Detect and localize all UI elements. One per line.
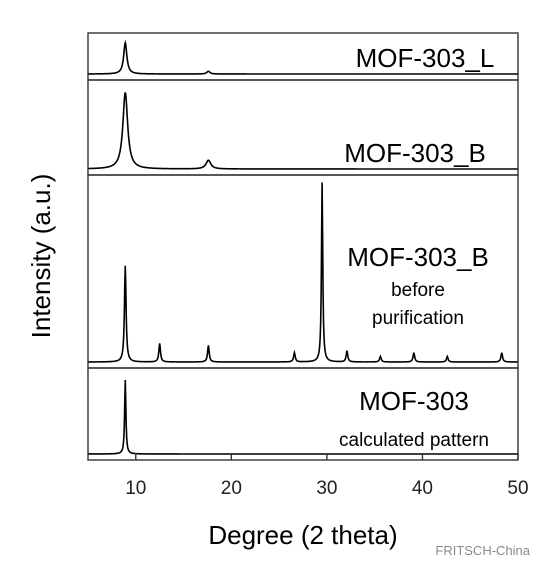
series-label: MOF-303: [359, 386, 469, 416]
panel-frame: [87, 367, 519, 461]
series-sublabel: purification: [372, 308, 464, 329]
panel-1: MOF-303_L: [87, 32, 519, 81]
y-axis-title: Intensity (a.u.): [26, 174, 56, 339]
panel-2: MOF-303_B: [87, 79, 519, 176]
x-tick-label: 10: [125, 478, 146, 499]
x-tick-label: 30: [316, 478, 337, 499]
xrd-series-line: [88, 380, 518, 455]
series-label: MOF-303_B: [347, 242, 489, 272]
xrd-series-line: [88, 39, 518, 75]
x-axis-ticks: 10 20 30 40 50: [125, 453, 529, 499]
series-sublabel: calculated pattern: [339, 430, 489, 451]
panel-4: MOF-303 calculated pattern: [87, 367, 519, 461]
series-label: MOF-303_L: [356, 43, 495, 73]
x-axis-title: Degree (2 theta): [208, 520, 397, 550]
series-label: MOF-303_B: [344, 138, 486, 168]
x-tick-label: 50: [507, 478, 528, 499]
xrd-series-line: [88, 182, 518, 363]
watermark: FRITSCH-China: [435, 543, 530, 558]
x-tick-label: 20: [221, 478, 242, 499]
x-tick-label: 40: [412, 478, 433, 499]
series-sublabel: before: [391, 280, 445, 301]
xrd-series-line: [88, 92, 518, 170]
